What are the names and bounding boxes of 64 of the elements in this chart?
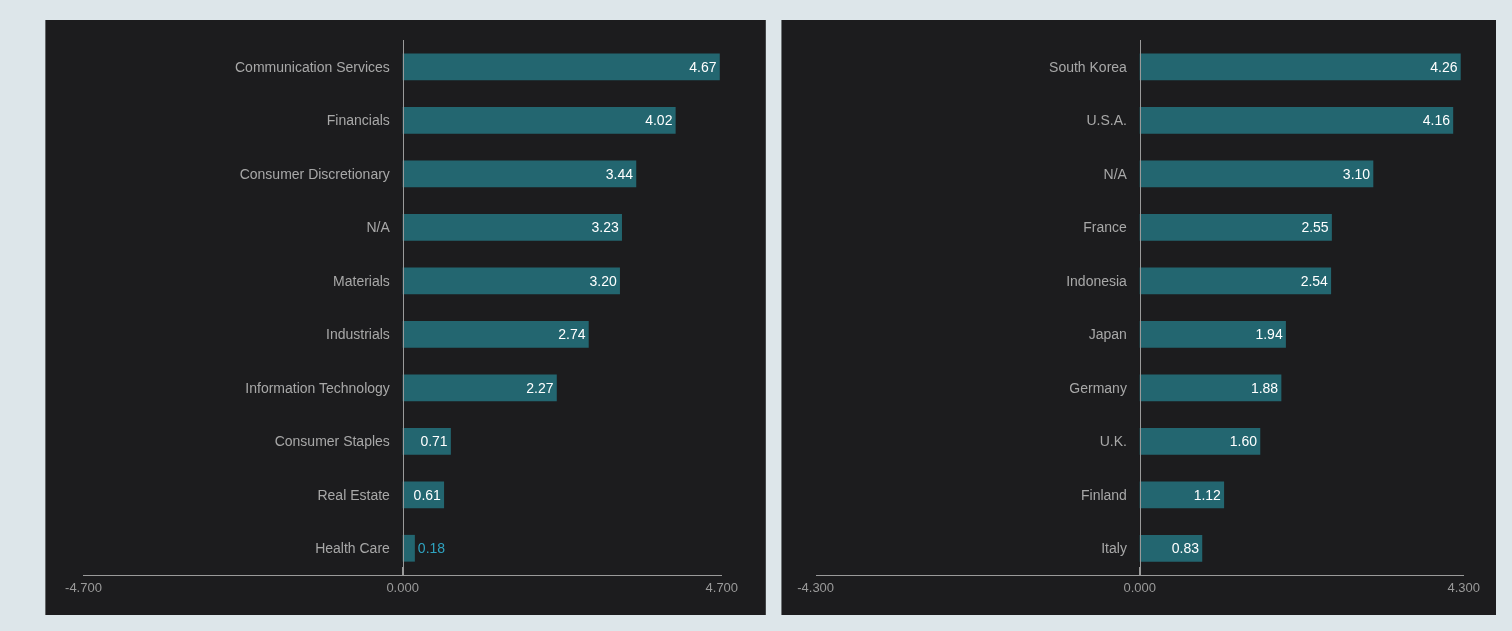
y-tick-label: Indonesia <box>1066 272 1128 289</box>
data-label: 0.18 <box>417 540 446 557</box>
data-label: 3.44 <box>605 165 634 182</box>
y-tick-label: France <box>1083 219 1128 236</box>
bar <box>402 320 589 348</box>
y-tick-label: Germany <box>1069 379 1127 396</box>
y-tick-label: N/A <box>366 219 391 236</box>
bar <box>402 267 620 295</box>
x-tick-label: -4.300 <box>797 579 835 595</box>
data-label: 4.16 <box>1422 112 1451 129</box>
y-tick-label: Real Estate <box>317 486 391 503</box>
bar <box>1139 106 1454 134</box>
bar <box>402 374 557 402</box>
y-tick-label: South Korea <box>1049 58 1128 75</box>
x-tick-label: -4.700 <box>65 579 102 595</box>
bar <box>402 160 637 188</box>
y-tick-label: U.K. <box>1099 433 1127 450</box>
y-tick-label: Communication Services <box>235 58 390 75</box>
y-tick-label: Materials <box>333 272 390 289</box>
data-label: 1.88 <box>1250 379 1279 396</box>
y-tick-label: U.S.A. <box>1086 112 1127 129</box>
data-label: 3.20 <box>589 272 617 289</box>
bar <box>1139 427 1261 455</box>
y-tick-label: Japan <box>1088 326 1127 343</box>
y-tick-label: Health Care <box>315 540 391 557</box>
x-tick-label: 0.000 <box>386 579 419 595</box>
bar <box>1139 267 1332 295</box>
data-label: 3.23 <box>591 219 619 236</box>
bar <box>1139 160 1374 188</box>
bar <box>402 534 415 562</box>
data-label: 1.12 <box>1193 486 1222 503</box>
y-tick-label: N/A <box>1103 165 1128 182</box>
bar <box>1139 320 1286 348</box>
data-label: 2.74 <box>558 326 586 343</box>
data-label: 2.27 <box>526 379 554 396</box>
data-label: 0.61 <box>413 486 442 503</box>
y-tick-label: Consumer Discretionary <box>239 165 390 182</box>
data-label: 2.55 <box>1301 219 1329 236</box>
data-label: 4.67 <box>689 58 717 75</box>
x-tick-label: 0.000 <box>1123 579 1156 595</box>
data-label: 1.94 <box>1255 326 1283 343</box>
y-tick-label: Finland <box>1080 486 1127 503</box>
data-label: 3.10 <box>1342 165 1371 182</box>
x-tick-label: 4.700 <box>705 579 739 595</box>
bar <box>402 427 451 455</box>
data-label: 4.02 <box>645 112 673 129</box>
data-label: 0.71 <box>420 433 448 450</box>
bar <box>1139 213 1332 241</box>
y-tick-label: Information Technology <box>245 379 390 396</box>
y-tick-label: Financials <box>326 112 390 129</box>
bar <box>402 213 622 241</box>
y-tick-label: Italy <box>1101 540 1127 557</box>
y-tick-label: Industrials <box>326 326 390 343</box>
bar <box>1139 53 1461 81</box>
data-label: 1.60 <box>1229 433 1258 450</box>
bar <box>402 53 720 81</box>
bar <box>1139 374 1282 402</box>
x-tick-label: 4.300 <box>1447 579 1481 595</box>
data-label: 4.26 <box>1430 58 1458 75</box>
bar <box>1139 481 1225 509</box>
data-label: 0.83 <box>1171 540 1200 557</box>
y-tick-label: Consumer Staples <box>274 433 390 450</box>
bar <box>402 106 676 134</box>
data-label: 2.54 <box>1300 272 1329 289</box>
